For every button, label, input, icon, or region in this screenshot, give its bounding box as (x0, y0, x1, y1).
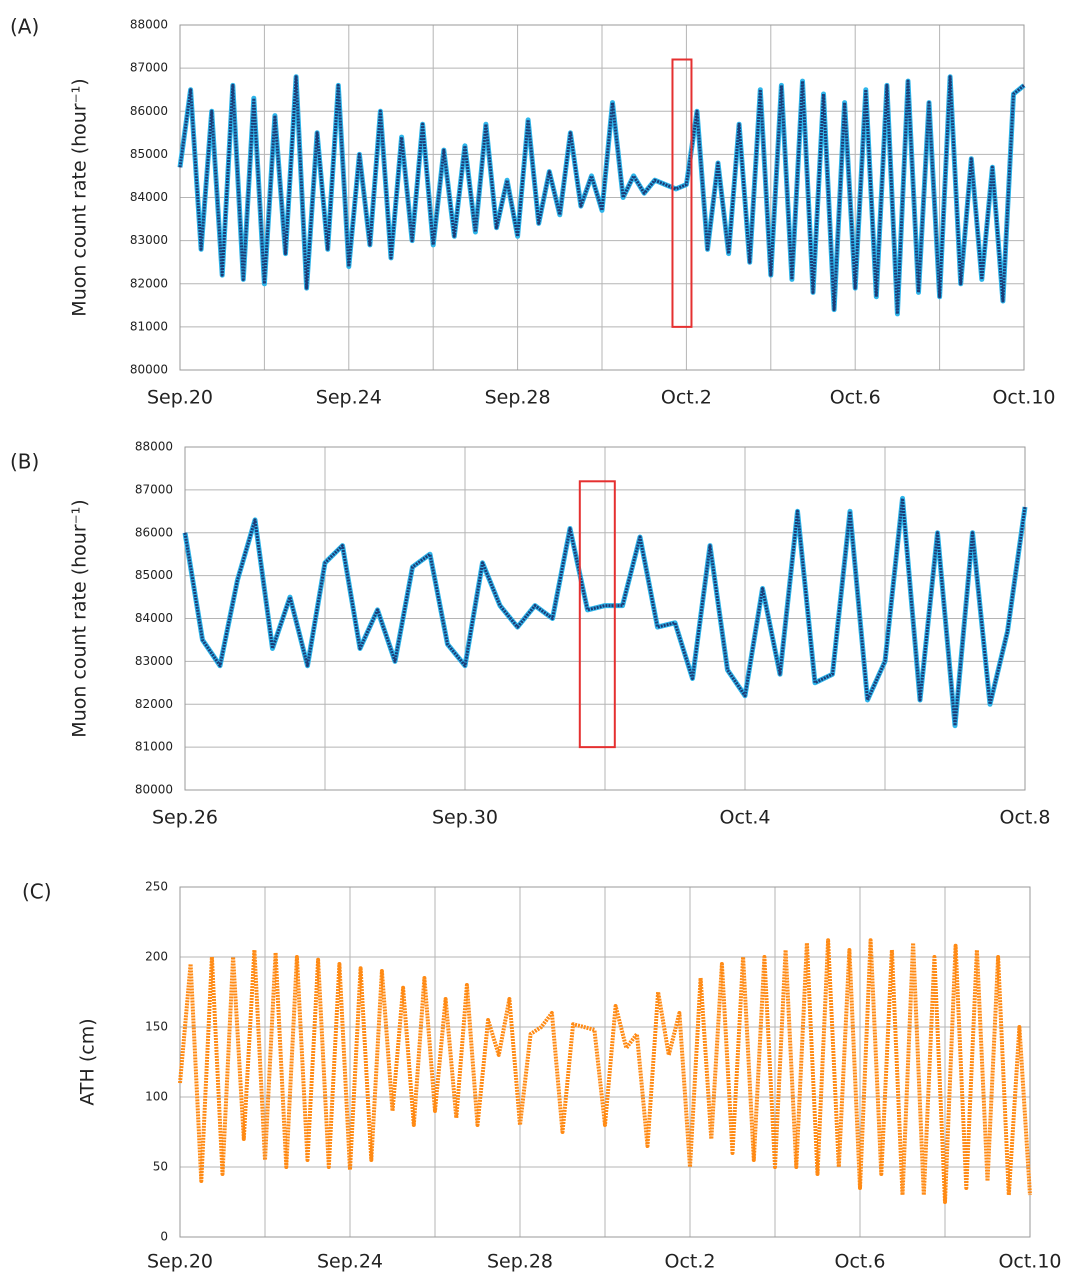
x-tick-label: Oct.6 (835, 1251, 886, 1273)
panel-label: (A) (10, 15, 39, 39)
y-tick-label: 80000 (130, 363, 168, 377)
x-tick-label: Sep.24 (317, 1251, 383, 1273)
y-tick-label: 87000 (135, 482, 173, 496)
plot-frame (184, 446, 1026, 791)
y-tick-label: 83000 (130, 233, 168, 247)
x-tick-label: Sep.20 (147, 1251, 213, 1273)
x-tick-label: Oct.10 (998, 1251, 1061, 1273)
y-tick-label: 84000 (130, 190, 168, 204)
x-tick-label: Oct.2 (661, 387, 712, 409)
y-tick-label: 250 (145, 880, 168, 894)
x-tick-label: Sep.28 (487, 1251, 553, 1273)
y-tick-label: 80000 (135, 783, 173, 797)
series-line (178, 938, 1032, 1204)
panel-label: (B) (10, 450, 39, 474)
panel-label: (C) (22, 880, 52, 904)
y-axis-label: ATH (cm) (77, 1018, 99, 1105)
x-tick-label: Oct.4 (720, 807, 771, 829)
y-tick-label: 84000 (135, 611, 173, 625)
x-tick-label: Sep.30 (432, 807, 498, 829)
y-tick-label: 82000 (135, 697, 173, 711)
y-tick-label: 81000 (135, 740, 173, 754)
y-axis-label: Muon count rate (hour⁻¹) (69, 78, 91, 316)
x-tick-label: Sep.26 (152, 807, 218, 829)
x-tick-label: Sep.20 (147, 387, 213, 409)
x-tick-label: Sep.28 (485, 387, 551, 409)
x-tick-label: Sep.24 (316, 387, 382, 409)
y-tick-label: 86000 (135, 525, 173, 539)
y-tick-label: 85000 (135, 568, 173, 582)
series-line (178, 75, 1025, 316)
highlight-box (671, 58, 693, 328)
y-tick-label: 88000 (135, 440, 173, 454)
x-tick-label: Oct.2 (665, 1251, 716, 1273)
y-tick-label: 100 (145, 1090, 168, 1104)
y-tick-label: 85000 (130, 147, 168, 161)
y-tick-label: 150 (145, 1020, 168, 1034)
y-tick-label: 81000 (130, 319, 168, 333)
series-line (183, 496, 1027, 728)
y-tick-label: 200 (145, 950, 168, 964)
y-tick-label: 88000 (130, 18, 168, 32)
y-tick-label: 82000 (130, 276, 168, 290)
y-tick-label: 0 (160, 1230, 168, 1244)
y-tick-label: 83000 (135, 654, 173, 668)
y-axis-label: Muon count rate (hour⁻¹) (69, 499, 91, 737)
plot-frame (179, 886, 1031, 1238)
highlight-box (578, 480, 616, 749)
y-tick-label: 86000 (130, 104, 168, 118)
x-tick-label: Oct.8 (1000, 807, 1051, 829)
y-tick-label: 50 (153, 1160, 168, 1174)
x-tick-label: Oct.10 (992, 387, 1055, 409)
y-tick-label: 87000 (130, 61, 168, 75)
x-tick-label: Oct.6 (830, 387, 881, 409)
plot-frame (179, 24, 1025, 371)
